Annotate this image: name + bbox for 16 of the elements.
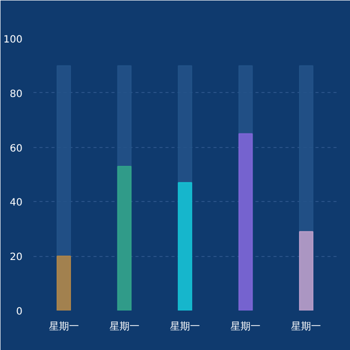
y-tick-label: 0 (16, 306, 23, 318)
y-tick-label: 60 (10, 143, 23, 154)
x-tick-label: 星期一 (48, 320, 79, 332)
y-tick-label: 40 (10, 198, 23, 209)
x-tick-label: 星期一 (230, 320, 261, 332)
bar (56, 256, 71, 310)
y-tick-label: 100 (3, 34, 23, 46)
y-tick-label: 20 (10, 252, 23, 264)
x-tick-label: 星期一 (291, 320, 322, 332)
x-tick-label: 星期一 (109, 320, 140, 332)
bar (299, 231, 314, 310)
bar (117, 166, 132, 310)
bar (238, 133, 253, 310)
x-tick-label: 星期一 (170, 320, 200, 332)
bar (178, 182, 192, 310)
y-tick-label: 80 (10, 88, 23, 100)
